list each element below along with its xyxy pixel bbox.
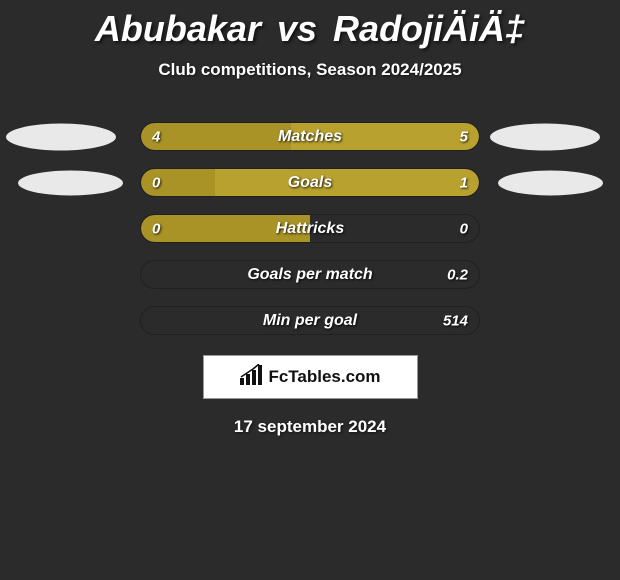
- stat-row: Goals 0 1: [0, 168, 620, 197]
- stat-value-left: 0: [152, 174, 160, 191]
- player2-name: RadojiÄiÄ‡: [333, 8, 525, 49]
- vs-label: vs: [277, 8, 317, 49]
- stat-bar-right: [215, 169, 479, 196]
- avatar-ellipse: [18, 170, 123, 195]
- logo-box: FcTables.com: [203, 355, 418, 399]
- stat-label: Hattricks: [276, 220, 344, 238]
- stat-value-right: 0: [460, 220, 468, 237]
- avatar-ellipse: [498, 170, 603, 195]
- player1-name: Abubakar: [95, 8, 261, 49]
- stat-value-right: 514: [443, 312, 468, 329]
- stat-label: Goals per match: [247, 266, 372, 284]
- stat-row: Hattricks 0 0: [0, 214, 620, 243]
- date-line: 17 september 2024: [234, 417, 386, 437]
- logo-text: FcTables.com: [268, 367, 380, 387]
- subtitle: Club competitions, Season 2024/2025: [158, 60, 461, 80]
- stat-row: Goals per match 0.2: [0, 260, 620, 289]
- avatar-ellipse: [490, 123, 600, 150]
- stat-value-left: 0: [152, 220, 160, 237]
- stat-row: Min per goal 514: [0, 306, 620, 335]
- bar-chart-icon: [239, 364, 263, 391]
- stat-value-right: 1: [460, 174, 468, 191]
- avatar-ellipse: [6, 123, 116, 150]
- stat-value-right: 5: [460, 128, 468, 145]
- stat-value-left: 4: [152, 128, 160, 145]
- stat-bar-left: [141, 123, 291, 150]
- comparison-infographic: Abubakar vs RadojiÄiÄ‡ Club competitions…: [0, 0, 620, 437]
- stat-label: Min per goal: [263, 312, 357, 330]
- stat-label: Goals: [288, 174, 332, 192]
- stat-value-right: 0.2: [447, 266, 468, 283]
- stats-area: Matches 4 5 Goals 0 1 Hattricks 0 0 Goals per mat…: [0, 122, 620, 335]
- title: Abubakar vs RadojiÄiÄ‡: [95, 8, 525, 50]
- stat-label: Matches: [278, 128, 342, 146]
- stat-row: Matches 4 5: [0, 122, 620, 151]
